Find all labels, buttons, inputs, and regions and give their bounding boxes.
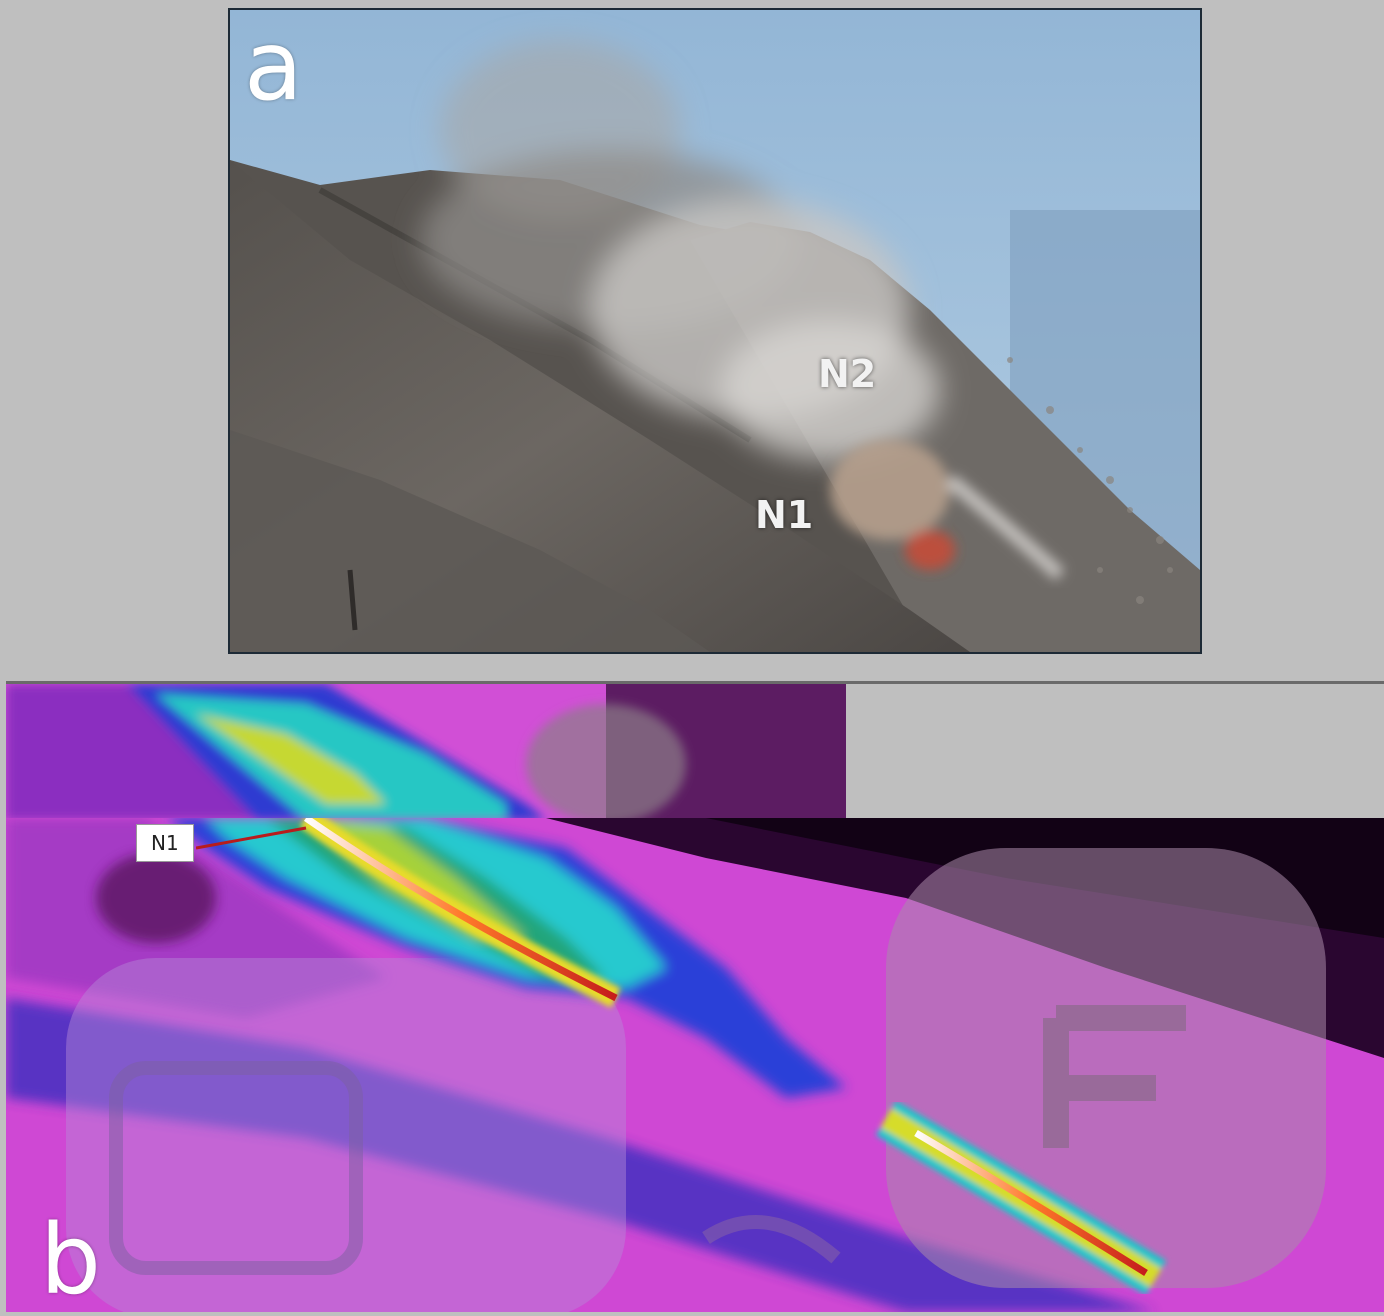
vent-label-n1: N1 — [755, 493, 814, 537]
photo-panel-a: a N2 N1 — [228, 8, 1202, 654]
vent-label-n2: N2 — [818, 352, 877, 396]
volcano-photo — [230, 10, 1200, 652]
thermal-callout-n1: N1 — [136, 824, 194, 862]
thermal-panel-b — [6, 818, 1384, 1312]
panel-letter-b: b — [40, 1204, 101, 1316]
thermal-image — [6, 818, 1384, 1312]
panel-letter-a: a — [244, 10, 303, 122]
callout-leader-line — [196, 826, 307, 850]
thermal-strip-top — [6, 684, 846, 820]
thermal-image-top — [6, 684, 846, 820]
panel-divider — [6, 681, 1384, 684]
